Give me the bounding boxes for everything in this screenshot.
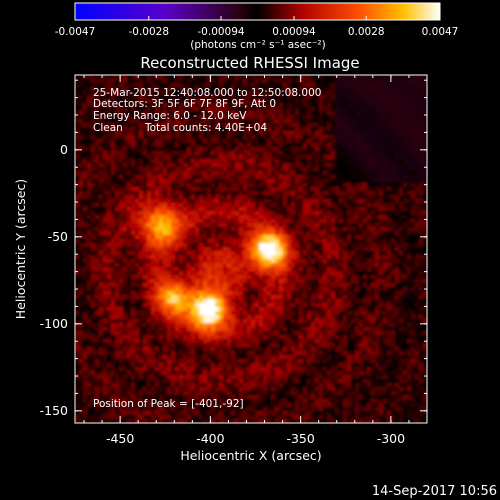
x-tick-label: -300	[377, 431, 405, 446]
colorbar: -0.0047 -0.0028 -0.00094 0.00094 0.0028 0.004…	[55, 2, 459, 51]
y-tick-label: -50	[48, 229, 68, 244]
colorbar-ticks: -0.0047 -0.0028 -0.00094 0.00094 0.0028 0.004…	[55, 16, 459, 38]
annotation-detectors: Detectors: 3F 5F 6F 7F 8F 9F, Att 0	[93, 98, 276, 110]
annotation-method: Clean	[93, 122, 123, 134]
colorbar-unit-label: (photons cm⁻² s⁻¹ asec⁻²)	[190, 39, 325, 51]
annotations: 25-Mar-2015 12:40:08.000 to 12:50:08.000…	[93, 87, 321, 410]
colorbar-tick-label: -0.0028	[129, 26, 170, 38]
y-tick-label: 0	[60, 142, 68, 157]
annotation-peak-position: Position of Peak = [-401,-92]	[93, 398, 244, 410]
colorbar-frame	[74, 2, 441, 21]
x-axis: -450 -400 -350 -300	[83, 75, 428, 446]
colorbar-tick-label: -0.00094	[197, 26, 245, 38]
y-tick-label: -100	[40, 316, 68, 331]
colorbar-tick-label: 0.0028	[348, 26, 385, 38]
colorbar-tick-label: -0.0047	[55, 26, 96, 38]
annotation-time: 25-Mar-2015 12:40:08.000 to 12:50:08.000	[93, 87, 321, 99]
heatmap-image	[75, 75, 427, 423]
annotation-counts: Total counts: 4.40E+04	[144, 122, 267, 134]
annotation-energy: Energy Range: 6.0 - 12.0 keV	[93, 110, 247, 122]
chart-title: Reconstructed RHESSI Image	[140, 54, 359, 72]
x-tick-label: -450	[106, 431, 134, 446]
plot-frame	[74, 74, 428, 424]
y-axis-label: Heliocentric Y (arcsec)	[13, 179, 28, 319]
y-tick-label: -150	[40, 403, 68, 418]
colorbar-tick-label: 0.0047	[422, 26, 459, 38]
y-axis: 0 -50 -100 -150	[40, 79, 427, 418]
colorbar-tick-label: 0.00094	[272, 26, 316, 38]
footer-date: 14-Sep-2017 10:56	[372, 484, 497, 499]
colorbar-gradient	[75, 3, 440, 20]
x-tick-label: -350	[286, 431, 314, 446]
x-tick-label: -400	[196, 431, 224, 446]
x-axis-label: Heliocentric X (arcsec)	[180, 448, 321, 463]
